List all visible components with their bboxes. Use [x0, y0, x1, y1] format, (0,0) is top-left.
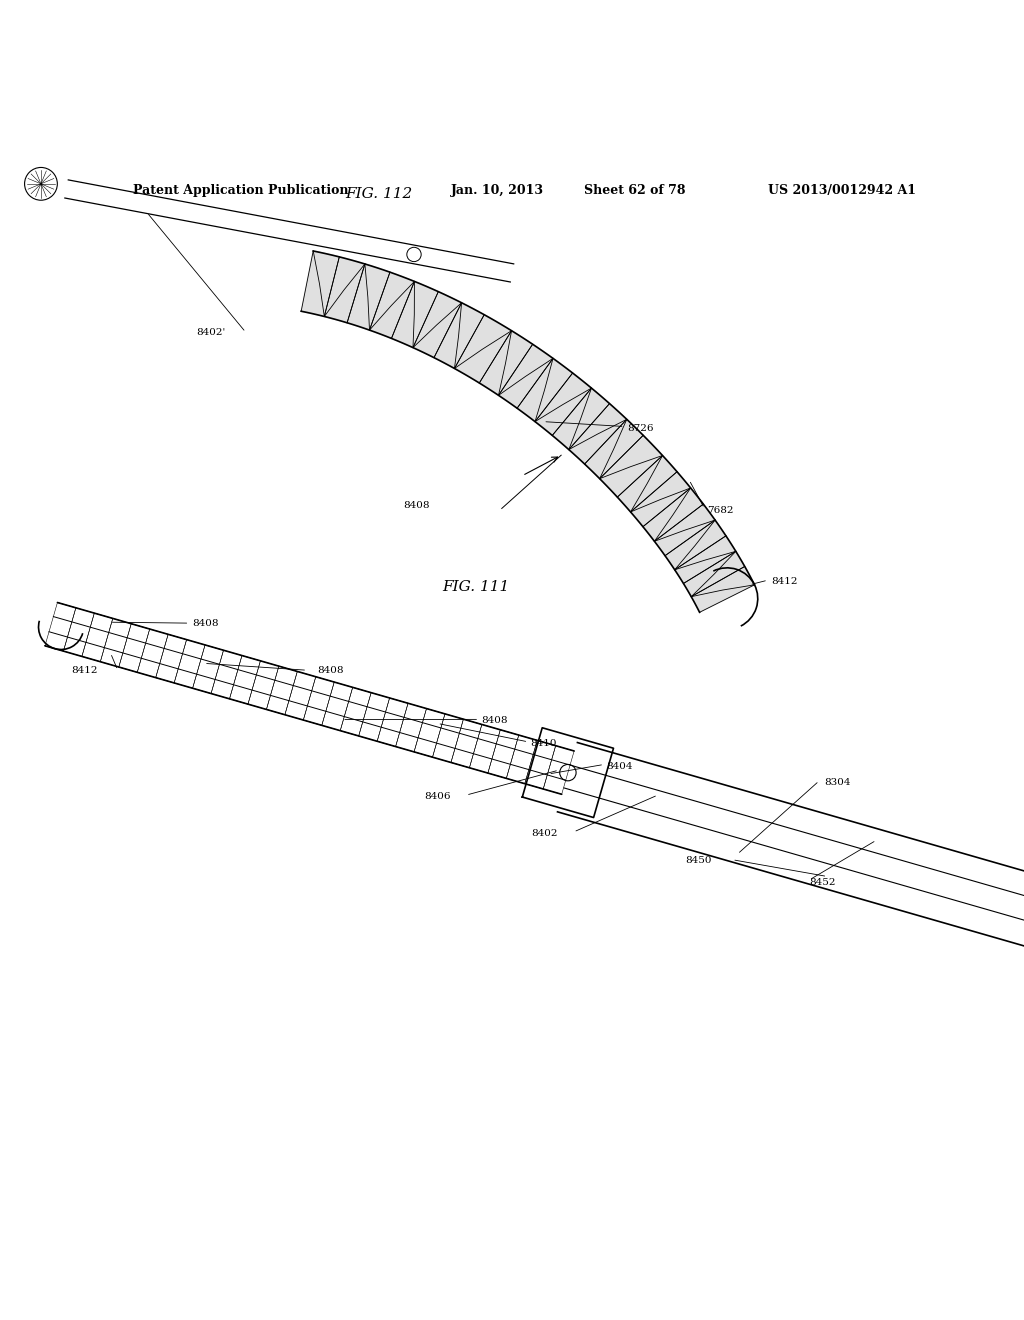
Text: 7682: 7682 — [708, 506, 734, 515]
Circle shape — [407, 247, 421, 261]
Text: 8408: 8408 — [403, 502, 430, 511]
Text: 8412: 8412 — [71, 667, 97, 676]
Text: FIG. 112: FIG. 112 — [345, 187, 413, 201]
Text: 8408: 8408 — [193, 619, 219, 628]
Text: 8412: 8412 — [771, 577, 798, 586]
Text: 8410: 8410 — [530, 739, 557, 748]
Text: 8404: 8404 — [606, 762, 633, 771]
Text: Jan. 10, 2013: Jan. 10, 2013 — [451, 183, 544, 197]
Text: 8726: 8726 — [628, 424, 654, 433]
Text: 8408: 8408 — [481, 717, 508, 726]
Text: Sheet 62 of 78: Sheet 62 of 78 — [584, 183, 685, 197]
Text: Patent Application Publication: Patent Application Publication — [133, 183, 348, 197]
Text: 8408: 8408 — [317, 667, 344, 676]
Text: 8402: 8402 — [531, 829, 558, 838]
Text: US 2013/0012942 A1: US 2013/0012942 A1 — [768, 183, 916, 197]
Text: 8304: 8304 — [824, 777, 851, 787]
Circle shape — [25, 168, 57, 201]
Text: 8406: 8406 — [424, 792, 451, 801]
Text: 8402': 8402' — [196, 329, 225, 338]
Text: 8450: 8450 — [685, 855, 712, 865]
Text: FIG. 111: FIG. 111 — [442, 579, 510, 594]
Polygon shape — [301, 251, 755, 612]
Text: 8452: 8452 — [809, 878, 836, 887]
